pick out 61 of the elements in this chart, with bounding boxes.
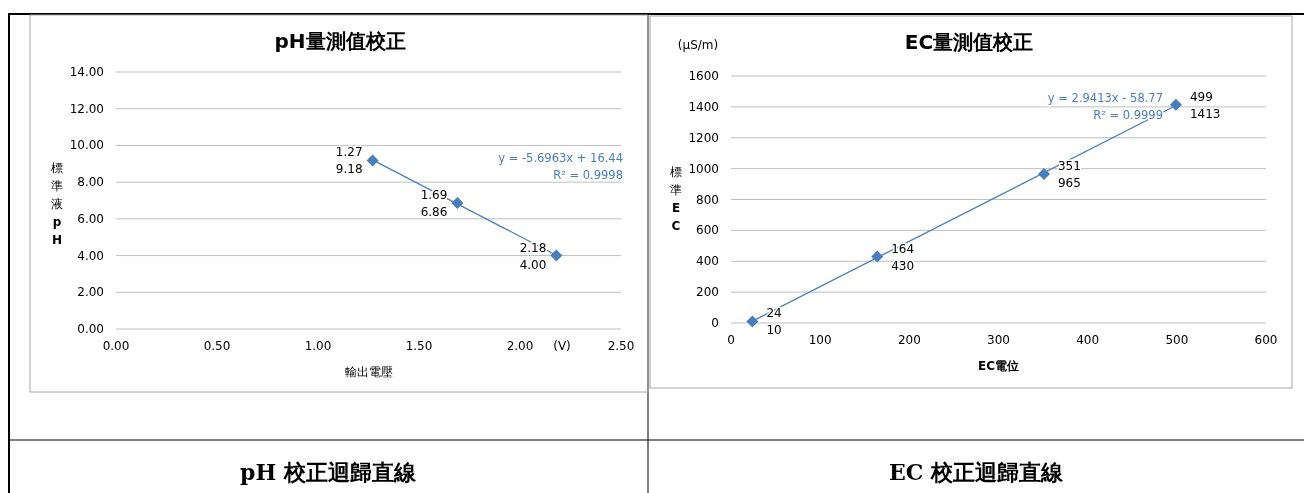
annotation: y = -5.6963x + 16.44 R² = 0.9998 xyxy=(498,151,623,182)
y-tick-label: 0.00 xyxy=(77,322,104,336)
x-tick-label: 100 xyxy=(808,333,832,347)
x-tick-label: 200 xyxy=(897,333,921,347)
point xyxy=(746,315,759,328)
y-tick-label: 1200 xyxy=(688,130,719,145)
annotation: 164 xyxy=(891,241,915,256)
x-tick-label: 1.00 xyxy=(304,339,332,353)
annotation: 1.27 xyxy=(335,145,363,160)
y-tick-label: 800 xyxy=(696,192,719,207)
y-axis-title: 標準液pH xyxy=(51,161,63,247)
data-label: 10 xyxy=(766,323,782,338)
y-tick-label: 0 xyxy=(711,316,719,330)
point xyxy=(366,154,379,167)
x-tick-label: 400 xyxy=(1076,333,1100,347)
y-tick-label: 600 xyxy=(696,223,719,238)
x-axis-title: EC電位 xyxy=(977,359,1020,373)
text: (V) xyxy=(553,339,571,353)
data-label: 6.86 xyxy=(420,205,448,220)
point xyxy=(1169,98,1182,111)
x-tick-label: 2.50 xyxy=(607,339,635,353)
text: EC 校正迴歸直線 xyxy=(889,459,1064,485)
x-tick-label: 2.00 xyxy=(506,339,534,353)
y-tick-label: 14.00 xyxy=(69,65,104,79)
y-tick-label: 2.00 xyxy=(77,285,104,300)
annotation: 2.18 xyxy=(519,240,547,255)
y-tick-label: 1000 xyxy=(688,161,719,176)
point xyxy=(1037,168,1050,181)
y-tick-label: 10.00 xyxy=(69,138,104,153)
y-tick-label: 12.00 xyxy=(69,101,104,116)
y-tick-label: 4.00 xyxy=(77,248,104,263)
y-tick-label: 8.00 xyxy=(77,175,104,190)
x-axis-title: 輸出電壓 xyxy=(344,365,393,379)
data-label: 1413 xyxy=(1189,106,1221,121)
y-axis-title: 標準EC xyxy=(670,165,682,233)
data-label: 9.18 xyxy=(335,162,363,177)
data-label: 965 xyxy=(1057,176,1081,191)
data-label: 4.00 xyxy=(519,257,547,272)
x-tick-label: 0.00 xyxy=(102,339,130,353)
x-tick-label: 600 xyxy=(1254,333,1278,347)
text: pH 校正迴歸直線 xyxy=(240,459,417,485)
y-tick-label: 200 xyxy=(696,285,719,300)
point xyxy=(871,250,884,263)
chart-title: pH量測值校正 xyxy=(274,29,406,53)
x-tick-label: 500 xyxy=(1165,333,1189,347)
text: (μS/m) xyxy=(677,38,719,52)
annotation: 24 xyxy=(766,306,782,321)
point xyxy=(451,197,464,210)
point xyxy=(550,249,563,262)
annotation: 499 xyxy=(1189,89,1213,104)
chart-title: EC量測值校正 xyxy=(904,30,1034,54)
y-tick-label: 400 xyxy=(696,254,719,269)
x-tick-label: 0 xyxy=(727,333,735,347)
x-tick-label: 0.50 xyxy=(203,339,231,353)
data-label: 430 xyxy=(891,258,915,273)
x-tick-label: 1.50 xyxy=(405,339,433,353)
y-tick-label: 1600 xyxy=(688,69,719,83)
y-tick-label: 1400 xyxy=(688,99,719,114)
y-tick-label: 6.00 xyxy=(77,211,104,226)
annotation: 351 xyxy=(1057,159,1081,174)
x-tick-label: 300 xyxy=(987,333,1010,347)
